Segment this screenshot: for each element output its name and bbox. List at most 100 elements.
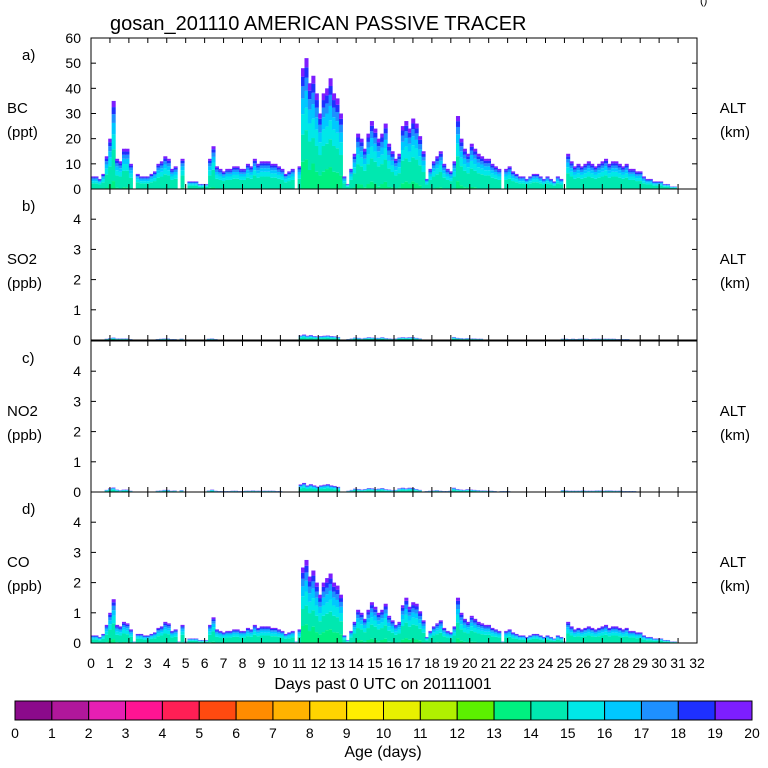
age-band-old: [400, 605, 405, 608]
age-band-fresh: [459, 166, 464, 186]
age-band-old: [404, 597, 409, 601]
age-band-sky: [111, 122, 116, 135]
species-label: BC: [7, 100, 28, 117]
age-band-deep_blue: [232, 630, 237, 632]
age-band-old: [538, 635, 543, 636]
age-band-old: [232, 629, 237, 631]
x-tick-label: 21: [481, 655, 497, 671]
age-band-old: [314, 93, 319, 101]
age-column: [542, 636, 547, 643]
age-band-sky: [314, 117, 319, 130]
age-band-sky: [180, 166, 185, 171]
age-band-very_fresh: [404, 181, 409, 189]
age-band-mid: [135, 179, 140, 183]
age-band-mid: [173, 634, 178, 637]
age-band-fresh: [280, 179, 285, 189]
age-band-old: [610, 626, 615, 628]
age-band-deep_blue: [283, 174, 288, 177]
age-band-sky: [652, 639, 657, 641]
age-band-deep_blue: [507, 630, 512, 632]
age-band-sky: [352, 627, 357, 630]
age-band-fresh: [104, 174, 109, 188]
age-band-mid: [356, 154, 361, 165]
age-band-old: [542, 178, 547, 180]
age-band-deep_blue: [583, 165, 588, 168]
x-tick-label: 18: [424, 655, 440, 671]
age-band-fresh: [214, 636, 219, 643]
age-band-blue: [338, 124, 343, 133]
age-column: [559, 178, 564, 189]
age-band-fresh: [332, 338, 337, 340]
age-band-fresh: [273, 636, 278, 643]
age-band-blue: [322, 485, 327, 487]
age-column: [156, 163, 161, 189]
age-band-fresh: [397, 173, 402, 188]
colorbar-swatch: [14, 700, 53, 721]
colorbar-swatch: [51, 700, 90, 721]
panel-frame: [90, 188, 698, 341]
age-band-sky: [511, 635, 516, 637]
age-band-blue: [455, 126, 461, 135]
age-column: [504, 168, 509, 189]
age-column: [542, 178, 547, 189]
age-band-sky: [252, 629, 257, 632]
age-band-fresh: [628, 179, 633, 189]
age-column: [142, 635, 147, 643]
age-band-old: [318, 594, 323, 599]
age-band-old: [163, 156, 168, 159]
age-column: [256, 627, 261, 643]
age-band-fresh: [369, 624, 374, 639]
age-column: [359, 489, 364, 492]
age-band-very_fresh: [383, 181, 388, 189]
age-column: [493, 629, 498, 643]
age-band-sky: [194, 183, 199, 185]
age-band-sky: [149, 636, 154, 638]
x-tick-label: 29: [632, 655, 648, 671]
age-column: [252, 158, 257, 189]
age-band-deep_blue: [521, 177, 526, 179]
age-band-blue: [287, 634, 292, 636]
age-column: [514, 173, 519, 189]
right-axis-label: ALT: [720, 403, 746, 420]
y-tick-label: 0: [73, 484, 81, 500]
age-band-very_fresh: [366, 640, 371, 643]
y-tick-label: 2: [73, 272, 81, 288]
x-tick-label: 6: [201, 655, 209, 671]
age-band-blue: [590, 630, 595, 632]
age-band-blue: [166, 163, 171, 167]
age-band-deep_blue: [97, 179, 102, 181]
age-band-old: [97, 178, 102, 180]
age-band-mid: [314, 605, 319, 616]
age-band-old: [152, 171, 158, 173]
age-band-sky: [590, 170, 595, 174]
age-band-fresh: [173, 178, 178, 189]
age-band-very_fresh: [397, 187, 402, 189]
age-column: [187, 638, 192, 643]
age-column: [91, 176, 96, 189]
age-band-mid: [298, 487, 303, 489]
age-band-blue: [666, 184, 671, 186]
age-band-blue: [342, 636, 347, 638]
age-band-mid: [173, 174, 178, 179]
age-band-blue: [435, 161, 440, 165]
age-band-deep_blue: [239, 631, 244, 633]
age-band-mid: [552, 184, 557, 186]
age-column: [325, 578, 330, 643]
age-band-old: [163, 621, 168, 624]
age-band-mid: [586, 171, 591, 177]
age-band-fresh: [538, 183, 543, 189]
age-band-mid: [94, 638, 99, 640]
age-band-sky: [476, 162, 481, 168]
age-band-blue: [559, 637, 564, 639]
age-band-fresh: [314, 145, 319, 172]
age-band-blue: [142, 636, 147, 638]
age-band-old: [428, 630, 433, 632]
age-band-mid: [259, 171, 264, 177]
age-band-old: [573, 166, 578, 168]
age-column: [469, 615, 474, 643]
age-band-mid: [394, 631, 399, 635]
age-band-deep_blue: [579, 630, 584, 632]
age-band-sky: [555, 637, 560, 639]
age-band-fresh: [194, 640, 199, 643]
age-band-mid: [194, 640, 199, 641]
